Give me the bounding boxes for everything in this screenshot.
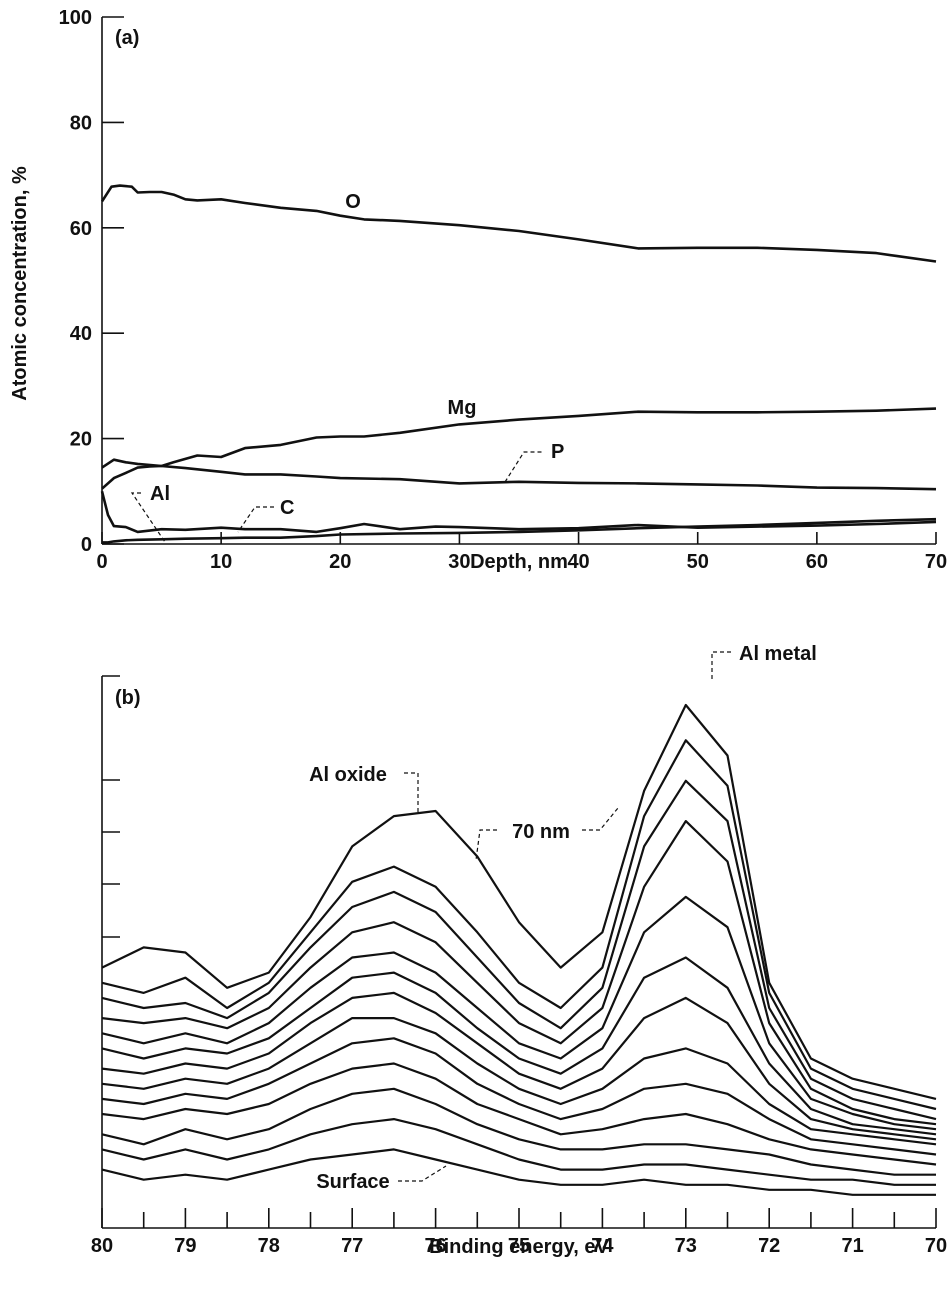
x-tick-label-b: 78	[258, 1235, 280, 1257]
panel-label-b: (b)	[115, 687, 141, 709]
panel-label-a: (a)	[115, 27, 139, 49]
leader-al	[130, 492, 166, 543]
y-tick-label-a: 0	[81, 534, 92, 556]
spectrum-line-2	[101, 739, 937, 1111]
x-tick-label-b: 73	[675, 1235, 697, 1257]
x-tick-label-a: 10	[210, 551, 232, 573]
leader-p	[504, 451, 544, 483]
y-tick-label-a: 20	[70, 429, 92, 451]
y-tick-label-a: 40	[70, 323, 92, 345]
x-tick-label-b: 76	[424, 1235, 446, 1257]
spectrum-line-11	[101, 1087, 936, 1176]
series-line-al	[102, 517, 937, 544]
annotation-o: O	[345, 191, 361, 213]
annotation-c: C	[280, 497, 294, 519]
x-tick-label-a: 40	[567, 551, 589, 573]
leader-surface	[398, 1165, 447, 1182]
x-tick-label-b: 71	[841, 1235, 863, 1257]
x-tick-label-b: 70	[925, 1235, 947, 1257]
x-tick-label-b: 77	[341, 1235, 363, 1257]
annotation-p: P	[551, 441, 564, 463]
leader-70nm-left	[475, 829, 497, 861]
spectrum-line-5	[101, 895, 937, 1131]
x-tick-label-a: 60	[806, 551, 828, 573]
spectrum-line-10	[101, 1062, 937, 1166]
annotation-mg: Mg	[448, 397, 477, 419]
annotation-70nm: 70 nm	[512, 821, 570, 843]
x-tick-label-b: 80	[91, 1235, 113, 1257]
x-tick-label-a: 50	[687, 551, 709, 573]
spectrum-line-3	[101, 779, 937, 1121]
x-tick-label-a: 0	[96, 551, 107, 573]
x-axis-label-a: Depth, nm	[470, 551, 568, 573]
leader-al-metal	[711, 651, 731, 680]
x-axis-label-b: Binding energy, eV	[429, 1236, 609, 1258]
annotation-al: Al	[150, 483, 170, 505]
x-tick-label-b: 75	[508, 1235, 530, 1257]
spectrum-line-12	[101, 1118, 936, 1186]
series-line-p	[101, 458, 937, 491]
spectrum-line-1	[101, 703, 937, 1100]
leader-al-oxide	[404, 772, 419, 812]
x-tick-label-a: 30	[448, 551, 470, 573]
spectrum-line-6	[101, 956, 937, 1136]
x-tick-label-b: 79	[174, 1235, 196, 1257]
panel-a: 0 20 40 60 80 100 0 10 20 30 40 50 60 70 Depth, nm Atom…	[9, 7, 947, 573]
annotation-surface: Surface	[316, 1171, 389, 1193]
series-line-mg	[101, 407, 937, 490]
x-tick-label-b: 74	[591, 1235, 614, 1257]
y-tick-label-a: 80	[70, 112, 92, 134]
series-line-o	[100, 184, 937, 263]
x-tick-label-b: 72	[758, 1235, 780, 1257]
panel-b: 80 79 78 77 76 75 74 73 72 71 70 Binding energy, eV…	[91, 643, 947, 1258]
leader-70nm-right	[582, 807, 619, 831]
y-tick-label-a: 100	[59, 7, 92, 29]
series-line-c	[100, 490, 937, 534]
y-tick-label-a: 60	[70, 218, 92, 240]
spectrum-line-9	[101, 1037, 937, 1156]
annotation-al-metal: Al metal	[739, 643, 817, 665]
annotation-al-oxide: Al oxide	[309, 764, 387, 786]
spectrum-line-7	[101, 991, 937, 1141]
spectrum-line-4	[101, 820, 937, 1126]
x-tick-label-a: 70	[925, 551, 947, 573]
x-tick-label-a: 20	[329, 551, 351, 573]
spectrum-line-8	[101, 1017, 937, 1146]
y-axis-label-a: Atomic concentration, %	[9, 166, 31, 401]
spectrum-line-13	[101, 1148, 936, 1196]
